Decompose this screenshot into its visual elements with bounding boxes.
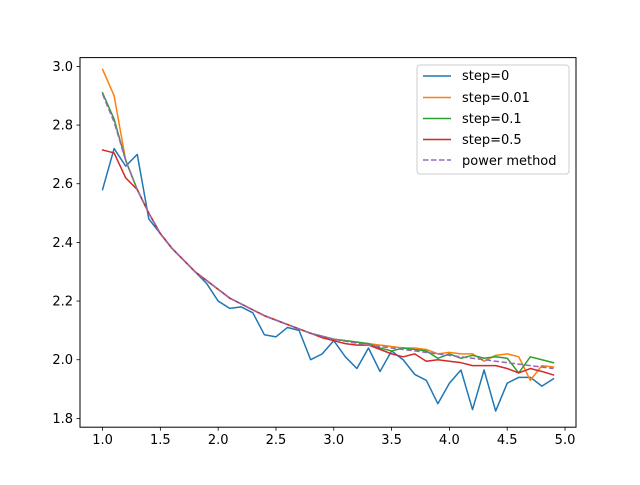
legend-entry: step=0.5 [423, 133, 522, 148]
legend-entry: step=0.01 [423, 91, 530, 106]
y-tick-label: 2.6 [52, 177, 73, 192]
legend-frame [416, 64, 570, 175]
y-tick-label: 2.4 [52, 236, 73, 251]
x-tick-label: 4.5 [497, 433, 518, 448]
legend-entry: power method [423, 154, 557, 169]
x-axis: 1.0 1.5 2.0 2.5 3.0 3.5 4.0 4.5 5.0 [92, 427, 575, 448]
plot-lines [101, 68, 555, 412]
x-tick-label: 4.0 [439, 433, 460, 448]
y-tick-label: 2.0 [52, 353, 73, 368]
legend: step=0 step=0.01 step=0.1 step=0.5 power… [416, 64, 570, 175]
x-tick-label: 1.5 [150, 433, 171, 448]
legend-entry: step=0.1 [423, 112, 522, 127]
legend-label: step=0.01 [462, 91, 530, 106]
x-tick-label: 1.0 [92, 433, 113, 448]
legend-label: step=0.1 [462, 112, 522, 127]
x-tick-label: 3.5 [381, 433, 402, 448]
legend-label: step=0 [462, 69, 509, 84]
x-tick-label: 3.0 [323, 433, 344, 448]
y-tick-label: 2.2 [52, 295, 73, 310]
y-axis: 1.8 2.0 2.2 2.4 2.6 2.8 3.0 [52, 60, 80, 427]
y-tick-label: 3.0 [52, 60, 73, 75]
x-tick-label: 2.5 [266, 433, 287, 448]
legend-label: power method [462, 154, 557, 169]
y-tick-label: 1.8 [52, 412, 73, 427]
x-tick-label: 2.0 [208, 433, 229, 448]
legend-entry: step=0 [423, 69, 509, 84]
series-line [101, 93, 554, 370]
y-tick-label: 2.8 [52, 119, 73, 134]
legend-label: step=0.5 [462, 133, 522, 148]
x-tick-label: 5.0 [555, 433, 576, 448]
